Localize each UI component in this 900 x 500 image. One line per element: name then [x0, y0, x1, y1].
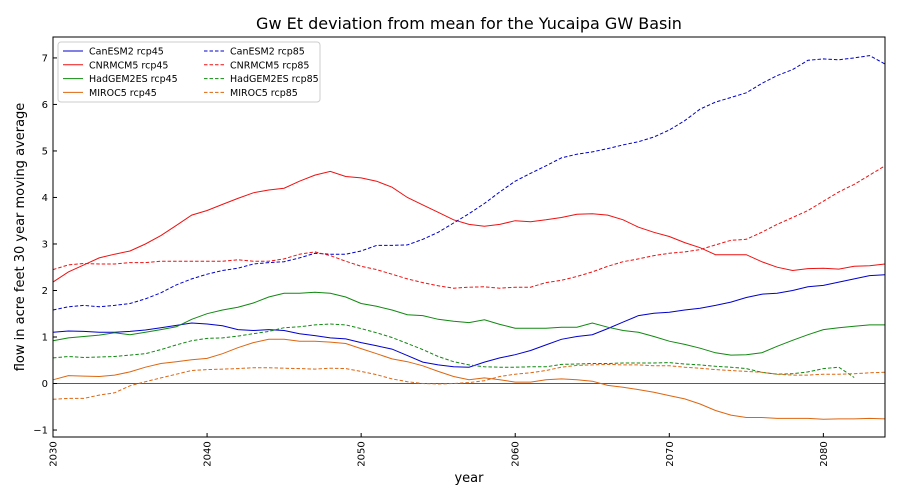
x-tick-label: 2050 — [357, 441, 368, 466]
x-tick-label: 2070 — [665, 441, 676, 466]
y-tick-label: −1 — [33, 426, 48, 437]
plot-area: 2030 2040 2050 2060 2070 2080 −1 0 1 2 3 4 5 6 7 — [33, 36, 886, 467]
y-tick-label: 3 — [42, 239, 48, 250]
legend-label: MIROC5 rcp45 — [89, 88, 157, 99]
series-line-canesm2-rcp85 — [52, 55, 886, 311]
legend-label: HadGEM2ES rcp45 — [89, 74, 178, 85]
x-tick-label: 2080 — [819, 441, 830, 466]
x-tick-label: 2060 — [511, 441, 522, 466]
legend-label: MIROC5 rcp85 — [230, 88, 298, 99]
y-tick-label: 2 — [42, 286, 48, 297]
plot-frame — [52, 36, 886, 438]
series-line-cnrmcm5-rcp45 — [52, 170, 886, 283]
series-line-hadgem2es-rcp85 — [52, 323, 855, 378]
series-line-miroc5-rcp45 — [52, 338, 886, 420]
x-tick-label: 2040 — [203, 441, 214, 466]
y-tick-label: 5 — [42, 146, 48, 157]
series-line-miroc5-rcp85 — [52, 363, 886, 400]
legend-label: HadGEM2ES rcp85 — [230, 74, 319, 85]
legend-label: CanESM2 rcp85 — [230, 47, 305, 58]
y-tick-label: 1 — [42, 333, 48, 344]
legend-label: CanESM2 rcp45 — [89, 47, 164, 58]
y-axis-title: flow in acre feet 30 year moving average — [13, 103, 28, 372]
y-tick-label: 4 — [42, 193, 48, 204]
y-tick-label: 7 — [42, 53, 48, 64]
y-tick-label: 6 — [42, 100, 48, 111]
y-tick-label: 0 — [42, 379, 48, 390]
legend: CanESM2 rcp45 CNRMCM5 rcp45 HadGEM2ES rcp4… — [57, 41, 321, 103]
x-tick-label: 2030 — [49, 441, 60, 466]
series-line-canesm2-rcp45 — [52, 274, 886, 368]
legend-label: CNRMCM5 rcp85 — [230, 60, 309, 71]
x-axis-title: year — [454, 471, 484, 486]
series-line-hadgem2es-rcp45 — [52, 291, 885, 356]
legend-label: CNRMCM5 rcp45 — [89, 60, 168, 71]
legend-box — [57, 41, 321, 103]
chart-title: Gw Et deviation from mean for the Yucaip… — [256, 14, 682, 33]
series-line-cnrmcm5-rcp85 — [52, 165, 886, 289]
